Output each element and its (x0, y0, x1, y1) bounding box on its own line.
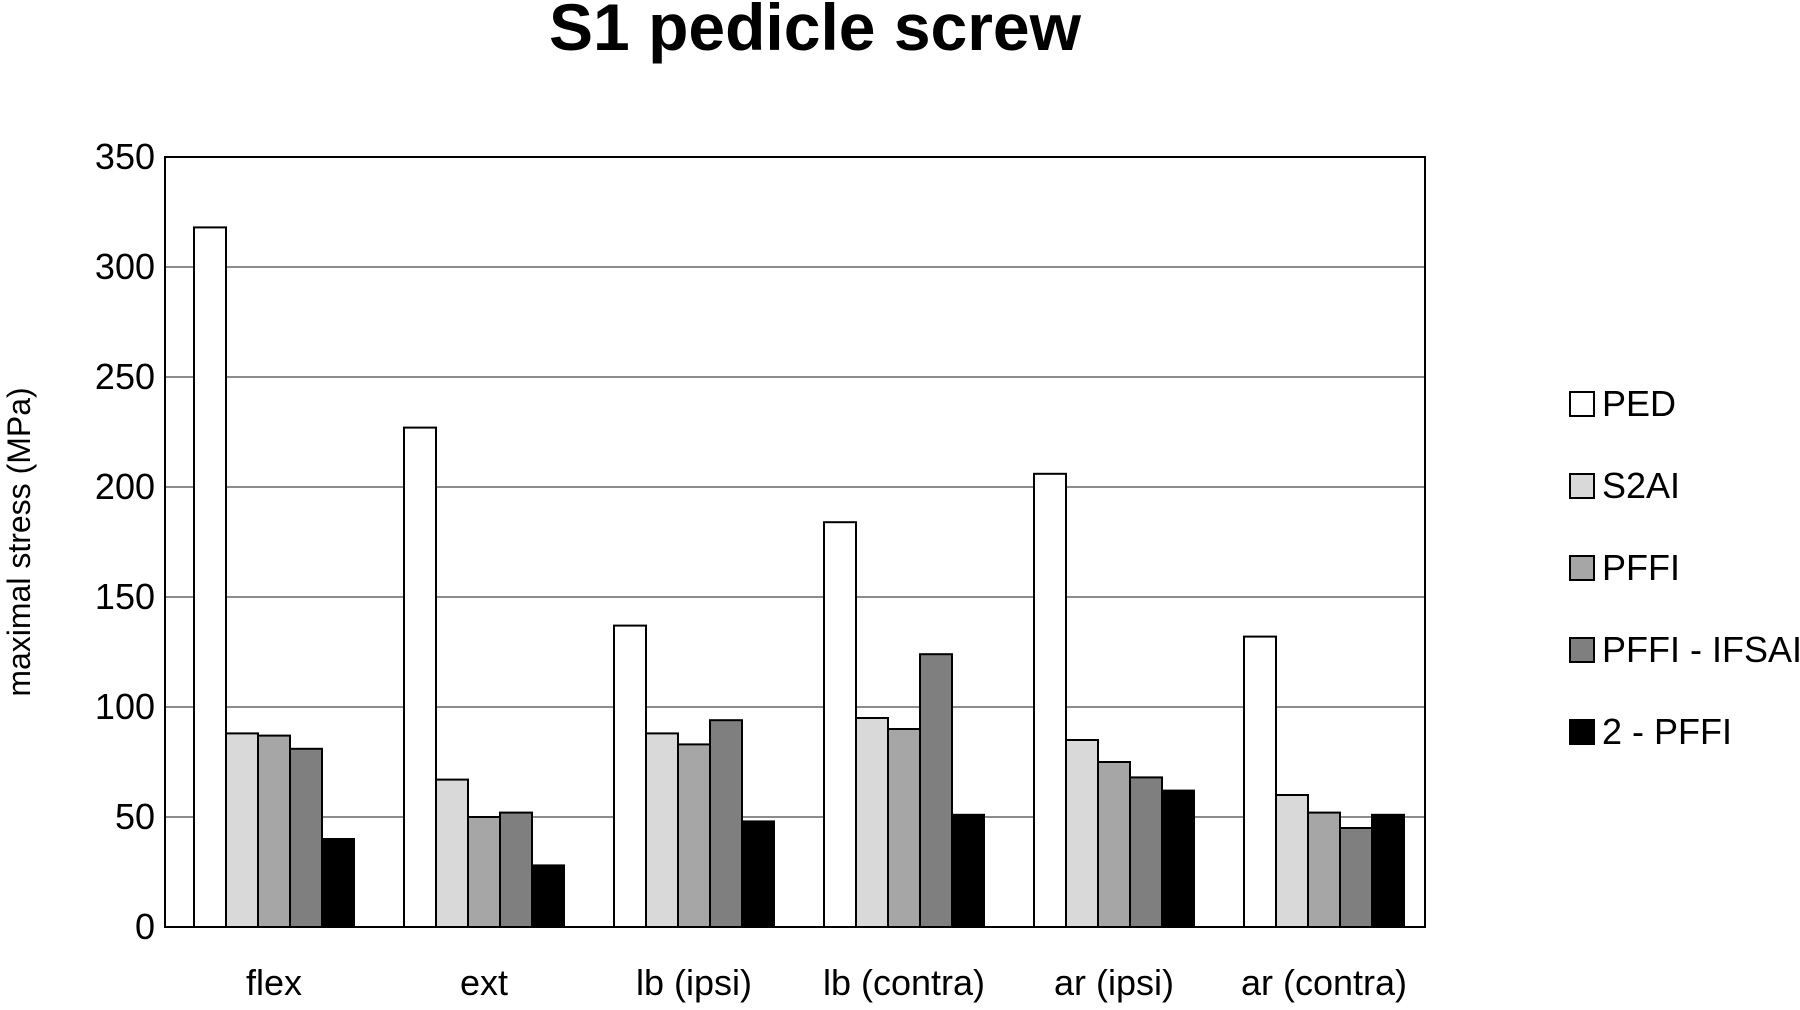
bars (193, 226, 1405, 929)
y-tick-label: 100 (95, 686, 155, 727)
bar (709, 719, 743, 929)
bar (1033, 472, 1067, 928)
bar (467, 816, 501, 928)
y-tick-label: 350 (95, 136, 155, 177)
y-tick-label: 0 (135, 906, 155, 947)
bar (855, 717, 889, 928)
bar (225, 732, 259, 929)
y-axis-label: maximal stress (MPa) (1, 387, 37, 696)
bar (1129, 776, 1163, 929)
bar (403, 426, 437, 928)
bar (1065, 739, 1099, 928)
legend-swatch (1569, 719, 1595, 745)
bar (1339, 827, 1373, 928)
legend-swatch (1569, 555, 1595, 581)
bar (289, 747, 323, 928)
gridlines (165, 266, 1425, 818)
bar (677, 743, 711, 929)
chart-title: S1 pedicle screw (549, 0, 1082, 64)
bar (435, 778, 469, 928)
legend-swatch (1569, 637, 1595, 663)
y-tick-label: 300 (95, 246, 155, 287)
y-tick-label: 50 (115, 796, 155, 837)
x-category-label: lb (ipsi) (636, 962, 752, 1003)
x-category-label: ar (contra) (1241, 962, 1407, 1003)
bar (823, 521, 857, 928)
x-category-label: flex (246, 962, 302, 1003)
bar (951, 813, 985, 928)
bar (531, 864, 565, 929)
legend-label: S2AI (1602, 465, 1680, 506)
legend-label: PFFI - IFSAI (1602, 629, 1800, 670)
bar (1307, 811, 1341, 928)
legend: PED S2AI PFFI PFFI - IFSAI 2 - PFFI (1569, 383, 1800, 752)
x-category-label: ar (ipsi) (1054, 962, 1174, 1003)
bar (887, 728, 921, 928)
bar (1275, 794, 1309, 928)
x-category-label: lb (contra) (823, 962, 985, 1003)
y-axis-ticks: 0 50 100 150 200 250 300 350 (95, 136, 155, 947)
bar (919, 653, 953, 928)
bar (193, 226, 227, 928)
y-tick-label: 200 (95, 466, 155, 507)
x-axis-categories: flex ext lb (ipsi) lb (contra) ar (ipsi) ar (… (246, 962, 1407, 1003)
bar (613, 624, 647, 928)
legend-swatch (1569, 391, 1595, 417)
legend-label: 2 - PFFI (1602, 711, 1732, 752)
bar (1243, 635, 1277, 928)
legend-swatch (1569, 473, 1595, 499)
y-tick-label: 250 (95, 356, 155, 397)
bar (741, 820, 775, 929)
bar (1371, 813, 1405, 928)
bar (499, 811, 533, 928)
y-tick-label: 150 (95, 576, 155, 617)
legend-label: PED (1602, 383, 1676, 424)
bar (1161, 789, 1195, 928)
bar (321, 838, 355, 928)
bar (257, 734, 291, 928)
x-category-label: ext (460, 962, 508, 1003)
legend-label: PFFI (1602, 547, 1680, 588)
bar (1097, 761, 1131, 928)
plot-area-frame (164, 156, 1426, 928)
bar (645, 732, 679, 929)
